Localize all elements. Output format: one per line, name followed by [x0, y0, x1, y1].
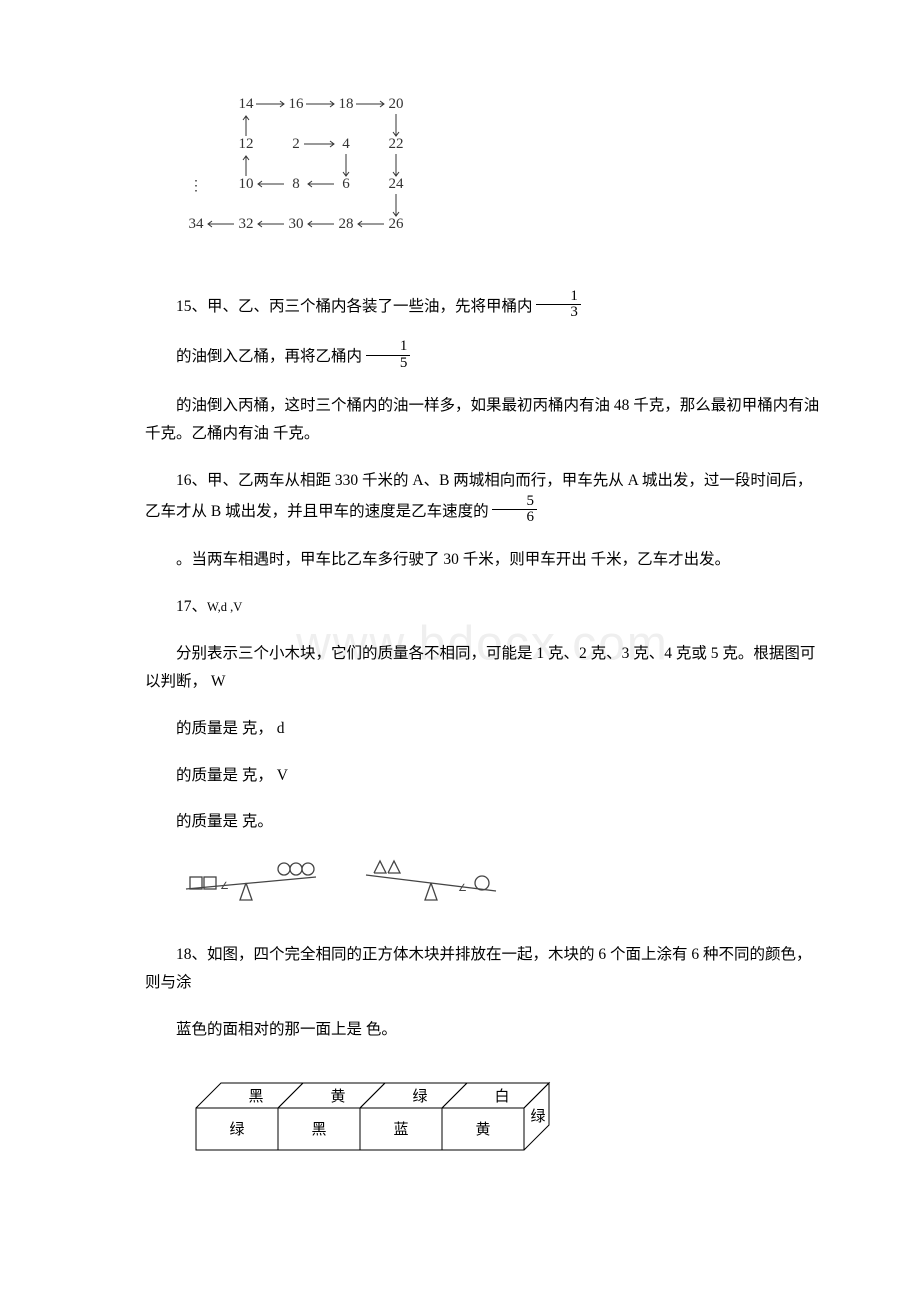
svg-text:24: 24 — [389, 176, 405, 192]
q15-frac1: 1 3 — [536, 289, 581, 322]
svg-text:黄: 黄 — [475, 1121, 490, 1138]
svg-text:绿: 绿 — [412, 1088, 427, 1105]
svg-text:10: 10 — [239, 176, 254, 192]
q16-line2: 。当两车相遇时，甲车比乙车多行驶了 30 千米，则甲车开出 千米，乙车才出发。 — [145, 546, 820, 575]
svg-text:28: 28 — [339, 216, 354, 232]
q15-line2: 的油倒入乙桶，再将乙桶内 1 5 — [145, 341, 820, 374]
q15-line3: 的油倒入丙桶，这时三个桶内的油一样多，如果最初丙桶内有油 48 千克，那么最初甲… — [145, 392, 820, 449]
svg-text:绿: 绿 — [530, 1108, 545, 1125]
svg-text:18: 18 — [339, 96, 354, 112]
q16-text1: 16、甲、乙两车从相距 330 千米的 A、B 两城相向而行，甲车先从 A 城出… — [145, 472, 812, 519]
q17-line2: 分别表示三个小木块，它们的质量各不相同，可能是 1 克、2 克、3 克、4 克或… — [145, 640, 820, 697]
q17-num: 17、 — [176, 598, 207, 615]
svg-text:黑: 黑 — [248, 1089, 263, 1105]
svg-text:30: 30 — [289, 216, 304, 232]
svg-text:蓝: 蓝 — [393, 1121, 408, 1138]
q16-frac: 5 6 — [492, 494, 537, 527]
q17-line5: 的质量是 克。 — [145, 808, 820, 837]
svg-text:14: 14 — [239, 96, 255, 112]
q17-symbols: W,d ,V — [207, 600, 242, 614]
svg-text:6: 6 — [342, 176, 350, 192]
svg-text:32: 32 — [239, 216, 254, 232]
watermark: 17、W,d ,V 分别表示三个小木块，它们的质量各不相同，可能是 1 克、2 … — [145, 593, 820, 697]
svg-text:8: 8 — [292, 176, 300, 192]
svg-text:∠: ∠ — [220, 881, 229, 892]
q18-line2: 蓝色的面相对的那一面上是 色。 — [145, 1016, 820, 1045]
svg-text:∠: ∠ — [458, 883, 467, 894]
svg-text:2: 2 — [292, 136, 300, 152]
svg-text:黑: 黑 — [311, 1122, 326, 1138]
svg-text:26: 26 — [389, 216, 405, 232]
q18-line1: 18、如图，四个完全相同的正方体木块并排放在一起，木块的 6 个面上涂有 6 种… — [145, 941, 820, 998]
q15-frac2: 1 5 — [366, 339, 411, 372]
spiral-number-diagram: 14 16 18 20 12 2 4 22 10 8 6 24 34 32 30… — [176, 90, 820, 271]
svg-text:4: 4 — [342, 136, 350, 152]
svg-text:16: 16 — [289, 96, 305, 112]
q17-line4: 的质量是 克， V — [145, 762, 820, 791]
svg-text:34: 34 — [189, 216, 205, 232]
q15-text2: 的油倒入乙桶，再将乙桶内 — [176, 348, 362, 365]
svg-text:12: 12 — [239, 136, 254, 152]
q16-line1: 16、甲、乙两车从相距 330 千米的 A、B 两城相向而行，甲车先从 A 城出… — [145, 467, 820, 528]
balance-diagram: ∠ ∠ — [176, 855, 820, 921]
q17-line1: 17、W,d ,V — [145, 593, 820, 622]
svg-text:20: 20 — [389, 96, 404, 112]
svg-text:22: 22 — [389, 136, 404, 152]
q15-text1: 15、甲、乙、丙三个桶内各装了一些油，先将甲桶内 — [176, 297, 533, 314]
svg-text:⋮: ⋮ — [189, 179, 203, 194]
q17-line3: 的质量是 克， d — [145, 715, 820, 744]
svg-text:黄: 黄 — [330, 1088, 345, 1105]
svg-text:白: 白 — [494, 1088, 509, 1105]
cube-row-diagram: 黑 黄 绿 白 绿 黑 蓝 黄 绿 — [176, 1063, 820, 1179]
q15-line1: 15、甲、乙、丙三个桶内各装了一些油，先将甲桶内 1 3 — [145, 291, 820, 324]
svg-text:绿: 绿 — [229, 1121, 244, 1138]
